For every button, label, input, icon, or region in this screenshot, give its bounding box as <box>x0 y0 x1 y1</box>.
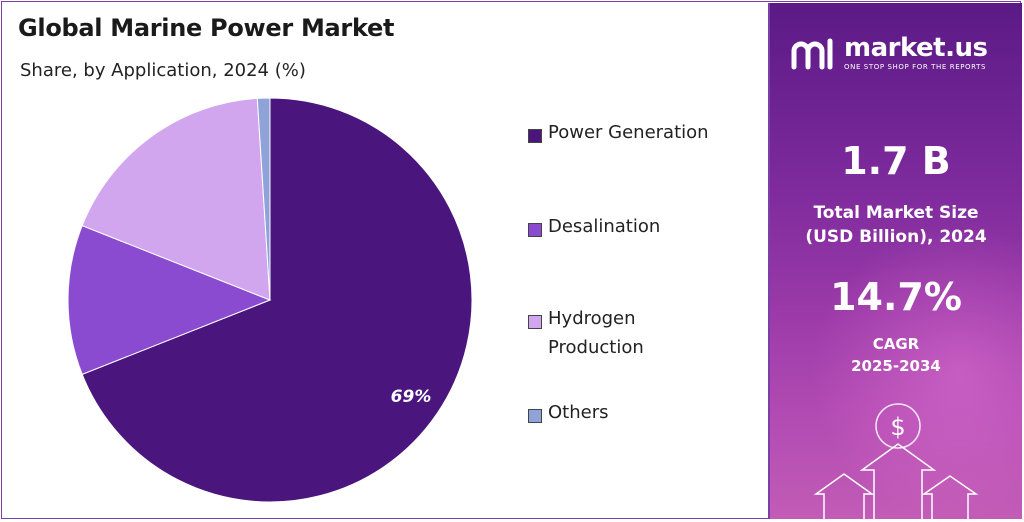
market-size-value: 1.7 B <box>841 139 951 183</box>
legend-swatch <box>528 409 542 423</box>
legend-label: Others <box>548 398 609 427</box>
market-size-label-line1: Total Market Size <box>813 203 979 223</box>
legend-label: Power Generation <box>548 118 709 147</box>
stats-sidebar: market.us ONE STOP SHOP FOR THE REPORTS … <box>768 3 1022 519</box>
pie-chart: 69% <box>67 97 473 503</box>
growth-arrows-icon: $ <box>813 403 979 519</box>
legend-label-line: Desalination <box>548 216 661 237</box>
brand-name: market.us <box>844 33 988 63</box>
cagr-label: CAGR <box>872 335 920 353</box>
data-label-power-generation: 69% <box>391 387 432 407</box>
cagr-value: 14.7% <box>830 275 962 319</box>
legend-item: Desalination <box>528 216 660 241</box>
legend-item: Power Generation <box>528 122 709 147</box>
dollar-circle-icon <box>875 403 921 449</box>
pie-slice-desalination <box>67 224 272 376</box>
legend-item: Others <box>528 402 609 427</box>
legend-swatch <box>528 223 542 237</box>
brand-tagline: ONE STOP SHOP FOR THE REPORTS <box>844 63 987 71</box>
chart-panel: Global Marine Power Market Share, by App… <box>18 14 709 503</box>
cagr-period: 2025-2034 <box>851 357 941 375</box>
legend-swatch <box>528 129 542 143</box>
legend-label-line: Production <box>548 337 644 358</box>
market-us-logo-icon <box>791 38 833 70</box>
pie-slice-power-generation <box>81 97 473 503</box>
legend-label: Desalination <box>548 212 660 241</box>
dollar-icon: $ <box>890 413 905 441</box>
market-size-label-line2: (USD Billion), 2024 <box>805 227 987 247</box>
legend-label-line: Power Generation <box>548 122 709 143</box>
chart-subtitle: Share, by Application, 2024 (%) <box>20 60 306 81</box>
pie-slice-hydrogen-production <box>81 97 271 301</box>
legend-label-line: Others <box>548 402 609 423</box>
brand-logo: market.us ONE STOP SHOP FOR THE REPORTS <box>788 33 988 73</box>
legend-label-line: Hydrogen <box>548 308 636 329</box>
legend-swatch <box>528 315 542 329</box>
pie-slice-others <box>256 97 271 301</box>
legend-label: Hydrogen Production <box>548 304 644 362</box>
legend-item: Hydrogen Production <box>528 308 644 362</box>
chart-title: Global Marine Power Market <box>18 14 395 42</box>
